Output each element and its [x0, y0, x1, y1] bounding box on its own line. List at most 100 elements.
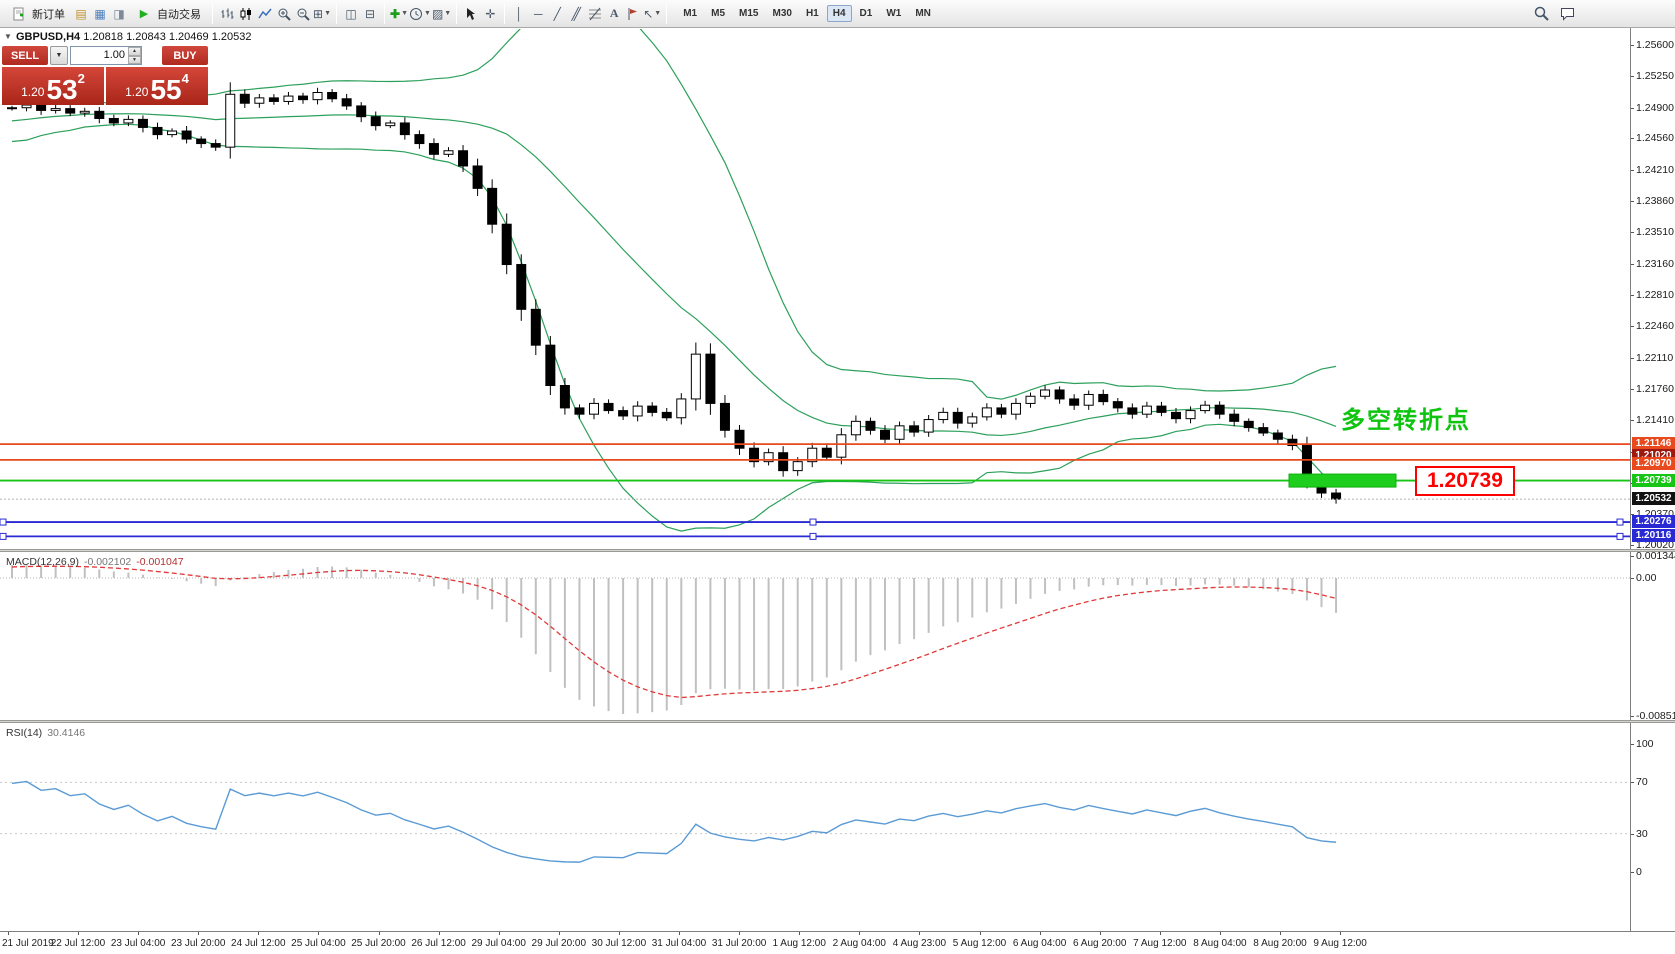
candle — [225, 93, 236, 148]
vertical-line-tool-icon[interactable]: │ — [515, 6, 523, 21]
candle — [414, 134, 425, 145]
candle — [1185, 410, 1196, 420]
time-axis-label: 26 Jul 12:00 — [411, 938, 466, 949]
time-axis-tick — [1340, 932, 1342, 935]
line-chart-icon[interactable] — [256, 3, 274, 25]
rsi-panel-splitter[interactable] — [0, 720, 1675, 723]
periods-icon[interactable]: ▼ — [409, 3, 431, 25]
cascade-windows-icon[interactable]: ◫ — [345, 6, 357, 21]
tile-windows-icon[interactable]: ⊞ ▼ — [313, 6, 331, 21]
rsi-line — [11, 780, 1337, 863]
cursor-icon[interactable] — [462, 3, 480, 25]
macd-panel-splitter[interactable] — [0, 549, 1675, 552]
time-axis[interactable]: 21 Jul 2019 22 Jul 12:00 23 Jul 04:00 23 Ju… — [0, 931, 1675, 954]
time-axis-tick — [979, 932, 981, 935]
indicators-icon[interactable]: ✚ ▼ — [390, 6, 408, 21]
price-axis[interactable]: 1.25600 1.25250 1.24900 1.24560 1.24210 1.238… — [1630, 28, 1675, 931]
candle — [1171, 411, 1181, 420]
autotrading-button[interactable]: ▶ 自动交易 — [129, 3, 207, 25]
toolbar: 新订单 ▤ ▦ ◨ ▶ 自动交易 ⊞ ▼ ◫ ⊟ ✚ ▼ ▼ — [0, 0, 1675, 28]
macd-name: MACD(12,26,9) — [6, 556, 79, 568]
chat-icon[interactable] — [1558, 3, 1576, 25]
market-watch-icon[interactable]: ▤ — [75, 6, 87, 21]
price-axis-label: 1.22460 — [1636, 320, 1674, 333]
one-click-collapse-icon[interactable]: ▼ — [4, 32, 12, 41]
price-axis-tick — [1631, 169, 1634, 171]
timeframe-button-h1[interactable]: H1 — [805, 8, 819, 19]
new-order-button[interactable]: 新订单 — [4, 3, 71, 25]
sell-button[interactable]: SELL — [2, 46, 48, 65]
candle — [399, 122, 410, 136]
candle — [137, 118, 148, 128]
timeframe-button-w1[interactable]: W1 — [886, 8, 902, 19]
fibonacci-tool-icon[interactable] — [586, 3, 604, 25]
line-handle — [0, 532, 7, 540]
candle — [254, 97, 265, 104]
line-handle — [0, 518, 7, 526]
timeframe-button-d1[interactable]: D1 — [859, 8, 873, 19]
time-axis-label: 23 Jul 04:00 — [110, 938, 166, 949]
candle — [1214, 404, 1225, 415]
price-axis-label: 1.21760 — [1636, 383, 1674, 396]
candle — [341, 98, 352, 107]
price-level-label: 1.20739 — [1415, 466, 1515, 496]
price-axis-tick — [1631, 420, 1634, 422]
zoom-out-icon[interactable] — [294, 3, 312, 25]
candle — [94, 110, 105, 119]
timeframe-button-m30[interactable]: M30 — [772, 8, 792, 19]
arrange-windows-icon[interactable]: ⊟ — [364, 6, 376, 21]
bar-chart-icon[interactable] — [218, 3, 236, 25]
sell-price-box[interactable]: 1.20 53 2 — [2, 67, 104, 105]
candle — [1156, 405, 1167, 413]
price-axis-label: 1.25250 — [1636, 70, 1674, 83]
templates-icon[interactable]: ▨ ▼ — [431, 6, 452, 21]
horizontal-line-tool-icon[interactable]: ─ — [533, 6, 543, 21]
volume-up-icon[interactable]: ▲ — [128, 47, 141, 56]
timeframe-button-m5[interactable]: M5 — [711, 8, 726, 19]
bollinger-band-lo — [11, 123, 1337, 532]
time-axis-tick — [859, 932, 861, 935]
one-click-trading-panel: SELL ▼ 1.00 ▲ ▼ BUY 1.20 53 2 1.20 55 4 — [2, 46, 208, 105]
candle — [268, 97, 279, 102]
channel-tool-icon[interactable]: ╱╱ — [571, 6, 580, 21]
navigator-icon[interactable]: ▦ — [94, 6, 106, 21]
buy-price-box[interactable]: 1.20 55 4 — [106, 67, 208, 105]
candle — [836, 434, 847, 458]
timeframe-button-mn[interactable]: MN — [915, 8, 931, 19]
candle — [923, 419, 934, 433]
candlestick-chart-icon[interactable] — [237, 3, 255, 25]
candle — [298, 95, 308, 101]
volume-input[interactable]: 1.00 — [70, 46, 142, 65]
time-axis-tick — [1219, 932, 1221, 935]
candle — [50, 108, 61, 111]
zoom-in-icon[interactable] — [275, 3, 293, 25]
timeframe-button-m1[interactable]: M1 — [683, 8, 698, 19]
trendline-tool-icon[interactable]: ╱ — [553, 6, 561, 21]
one-click-options-dropdown[interactable]: ▼ — [50, 46, 68, 65]
price-axis-label: 1.22110 — [1636, 351, 1674, 364]
rsi-scale-label: 100 — [1636, 738, 1654, 750]
text-tool-icon[interactable]: A — [609, 6, 619, 20]
separator — [384, 3, 385, 24]
buy-button[interactable]: BUY — [162, 46, 208, 65]
arrows-tool-icon[interactable]: ↖ ▼ — [643, 6, 662, 21]
label-tool-icon[interactable] — [624, 3, 642, 25]
terminal-icon[interactable]: ◨ — [113, 6, 125, 21]
volume-stepper[interactable]: ▲ ▼ — [128, 47, 141, 64]
macd-scale-label: 0.001344 — [1636, 550, 1675, 563]
crosshair-icon[interactable]: ✛ — [485, 6, 496, 21]
new-order-icon — [10, 3, 28, 25]
time-axis-label: 29 Jul 04:00 — [471, 938, 526, 949]
search-icon[interactable] — [1532, 3, 1550, 25]
volume-down-icon[interactable]: ▼ — [128, 55, 141, 64]
candle — [734, 429, 745, 449]
price-axis-tick — [1631, 76, 1634, 78]
time-axis-tick — [198, 932, 200, 935]
candle — [385, 122, 396, 127]
price-axis-tick — [1631, 513, 1634, 515]
candle — [356, 105, 367, 118]
timeframe-button-m15[interactable]: M15 — [739, 8, 759, 19]
timeframe-button-h4[interactable]: H4 — [826, 5, 852, 22]
candle — [327, 91, 338, 100]
